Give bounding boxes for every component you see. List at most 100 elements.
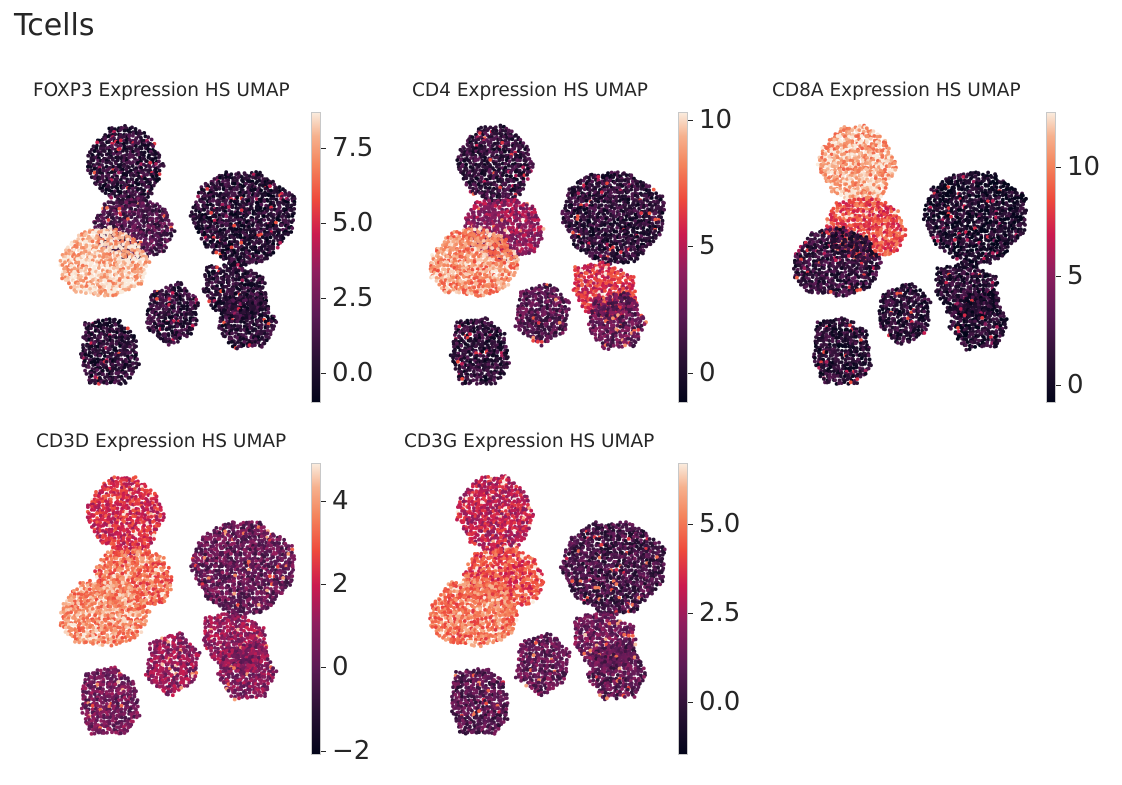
cell-point <box>247 331 252 335</box>
cell-point <box>202 188 206 193</box>
cell-point <box>242 283 247 288</box>
cell-point <box>60 263 65 267</box>
cell-point <box>84 266 89 270</box>
cell-point <box>110 323 114 328</box>
cell-point <box>508 170 513 175</box>
cell-point <box>131 219 136 224</box>
cell-point <box>214 227 219 232</box>
cell-point <box>179 319 183 324</box>
cell-point <box>506 143 511 147</box>
cell-point <box>505 269 509 274</box>
cell-point <box>196 303 200 308</box>
cell-point <box>123 287 128 292</box>
cell-point <box>139 263 144 268</box>
cell-point <box>142 242 147 246</box>
cell-point <box>109 242 113 247</box>
cell-point <box>110 371 114 376</box>
cell-point <box>134 353 138 357</box>
cell-point <box>227 300 232 304</box>
cell-point <box>253 240 258 245</box>
cell-point <box>223 334 227 339</box>
cell-point <box>123 333 128 338</box>
cell-point <box>478 203 483 207</box>
cell-point <box>117 241 121 245</box>
cell-point <box>164 245 168 250</box>
cell-point <box>478 272 482 276</box>
cell-point <box>218 248 223 253</box>
cell-point <box>160 315 165 320</box>
cell-point <box>482 140 487 145</box>
cell-point <box>167 327 172 331</box>
cell-point <box>451 270 456 274</box>
cell-point <box>120 281 125 286</box>
cell-point <box>100 153 104 157</box>
cell-point <box>133 270 137 274</box>
cell-point <box>88 287 92 291</box>
cell-point <box>226 178 231 183</box>
cell-point <box>76 233 81 238</box>
cell-point <box>102 252 106 256</box>
cell-point <box>211 198 216 203</box>
cell-point <box>514 218 519 223</box>
cell-point <box>230 319 234 324</box>
cell-point <box>502 278 507 282</box>
cell-point <box>286 202 290 207</box>
cell-point <box>245 173 249 178</box>
cell-point <box>215 265 220 270</box>
cell-point <box>524 203 529 207</box>
cell-point <box>93 176 97 181</box>
cell-point <box>281 236 286 241</box>
cell-point <box>274 224 279 228</box>
cell-point <box>132 335 136 340</box>
cell-point <box>82 287 87 292</box>
cell-point <box>256 335 261 340</box>
cell-point <box>93 381 97 386</box>
cell-point <box>229 245 234 250</box>
cell-point <box>451 275 456 280</box>
cell-point <box>132 284 137 289</box>
cell-point <box>460 255 464 259</box>
cell-point <box>473 191 478 196</box>
cell-point <box>114 284 119 289</box>
cell-point <box>268 232 273 236</box>
cell-point <box>125 152 129 157</box>
cell-point <box>144 198 149 203</box>
cell-point <box>249 283 254 288</box>
cell-point <box>254 286 259 291</box>
cell-point <box>91 158 96 163</box>
cell-point <box>263 187 268 191</box>
cell-point <box>241 343 246 348</box>
cell-point <box>221 193 225 197</box>
cell-point <box>106 146 111 150</box>
cell-point <box>259 301 263 306</box>
cell-point <box>256 193 260 198</box>
cell-point <box>250 239 255 244</box>
cell-point <box>139 186 143 191</box>
cell-point <box>98 366 103 370</box>
cell-point <box>188 321 192 326</box>
cell-point <box>476 221 480 226</box>
cell-point <box>172 229 177 233</box>
cell-point <box>139 252 144 257</box>
cell-point <box>97 285 102 289</box>
cell-point <box>144 264 149 268</box>
cell-point <box>127 179 131 184</box>
cell-point <box>157 168 162 173</box>
cell-point <box>163 316 168 321</box>
cell-point <box>249 268 253 273</box>
cell-point <box>172 340 176 345</box>
cell-point <box>109 150 113 155</box>
cell-point <box>87 258 92 263</box>
cell-point <box>98 335 102 340</box>
cell-point <box>451 247 455 252</box>
cell-point <box>248 304 253 309</box>
cell-point <box>205 187 210 191</box>
cell-point <box>86 164 90 169</box>
cell-point <box>92 341 96 346</box>
cell-point <box>150 212 155 217</box>
cell-point <box>224 214 229 219</box>
cell-point <box>236 263 240 267</box>
cell-point <box>247 238 252 242</box>
cell-point <box>86 327 90 332</box>
cell-point <box>224 205 228 210</box>
